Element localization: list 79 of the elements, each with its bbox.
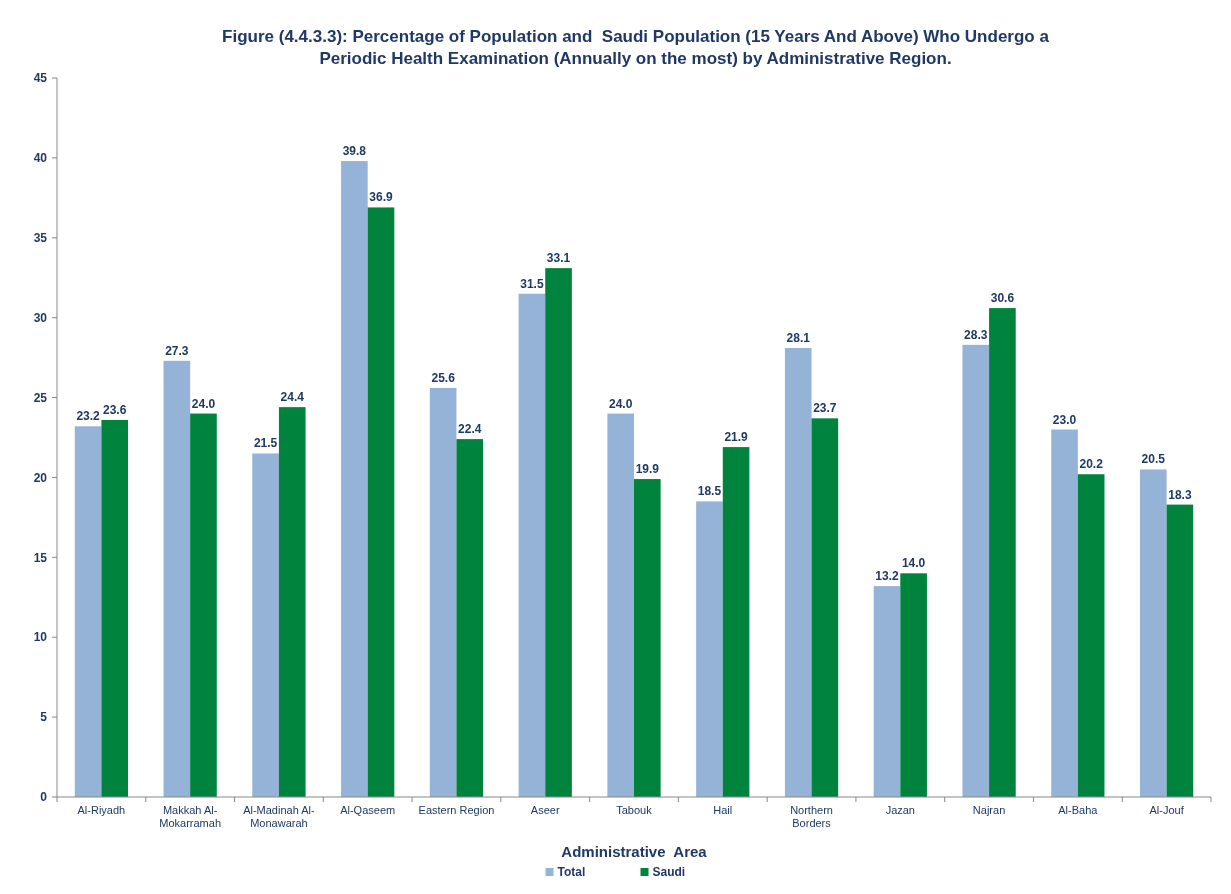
bar [784, 348, 812, 797]
bar [341, 161, 368, 797]
y-tick-label: 10 [33, 630, 48, 645]
data-label: 21.5 [253, 436, 278, 451]
bar [1077, 474, 1105, 797]
x-tick-label: Najran [972, 804, 1006, 816]
y-tick-label: 45 [33, 71, 48, 86]
bar [278, 407, 306, 797]
legend-label: Saudi [652, 865, 686, 879]
data-label: 27.3 [165, 343, 189, 358]
bar [163, 360, 191, 797]
x-tick-label: Northern Borders [790, 804, 833, 829]
x-tick-label: Eastern Region [418, 804, 495, 816]
x-tick-label: Jazan [885, 804, 915, 816]
data-label: 13.2 [875, 569, 899, 584]
bar [989, 308, 1016, 797]
data-label: 23.7 [813, 401, 837, 416]
bar [722, 447, 750, 797]
bar [900, 573, 927, 797]
y-tick-label: 15 [33, 550, 48, 565]
y-tick-label: 30 [33, 310, 48, 325]
data-label: 31.5 [520, 276, 544, 291]
bar [811, 418, 839, 797]
data-label: 20.2 [1079, 457, 1104, 472]
x-axis-title: Administrative Area [561, 843, 708, 860]
y-tick-label: 20 [33, 470, 48, 485]
bar [696, 501, 723, 797]
data-label: 24.0 [609, 396, 633, 411]
data-label: 22.4 [458, 422, 482, 437]
x-tick-label: Al-Madinah Al-Monawarah [243, 804, 316, 829]
data-label: 39.8 [342, 144, 367, 159]
x-tick-label: Al-Baha [1058, 804, 1099, 816]
chart-title: Figure (4.4.3.3): Percentage of Population and Saudi Population (15 Years And Above) Who Undergo a Periodic Health Examination (Annually on the most) by Administrative Region. [222, 27, 1050, 68]
data-label: 28.3 [964, 327, 988, 342]
bar [545, 268, 572, 797]
bar [456, 439, 484, 797]
data-label: 25.6 [431, 370, 456, 385]
data-label: 21.9 [724, 430, 749, 445]
y-tick-label: 40 [33, 151, 48, 166]
bar [634, 479, 661, 797]
bar [962, 344, 990, 797]
data-label: 30.6 [990, 291, 1015, 306]
data-label: 33.1 [546, 251, 571, 266]
bar [1139, 469, 1167, 797]
bar [252, 453, 279, 797]
x-tick-label: Makkah Al-Mokarramah [159, 804, 222, 829]
data-label: 36.9 [369, 190, 394, 205]
data-label: 28.1 [786, 331, 811, 346]
bar [367, 207, 395, 797]
bar [429, 387, 457, 797]
data-label: 24.4 [280, 390, 305, 405]
data-label: 23.2 [76, 409, 101, 424]
legend-label: Total [557, 865, 586, 879]
bar [518, 293, 546, 797]
bar [74, 426, 102, 797]
data-label: 20.5 [1141, 452, 1166, 467]
x-tick-label: Aseer [530, 804, 560, 816]
x-tick-label: Al-Qaseem [340, 804, 396, 816]
bar [1166, 504, 1194, 797]
data-label: 23.6 [103, 402, 127, 417]
y-tick-label: 35 [33, 230, 48, 245]
data-label: 19.9 [635, 462, 660, 477]
bar [101, 419, 129, 797]
data-label: 23.0 [1052, 412, 1077, 427]
bar [873, 586, 901, 797]
data-label: 18.3 [1168, 487, 1192, 502]
bar [190, 413, 217, 797]
x-tick-label: Tabouk [616, 804, 653, 816]
data-label: 18.5 [697, 484, 722, 499]
data-label: 24.0 [191, 396, 216, 411]
y-tick-label: 25 [33, 390, 48, 405]
bar [1051, 429, 1078, 797]
y-tick-label: 5 [40, 710, 48, 725]
bar [607, 413, 634, 797]
y-tick-label: 0 [40, 790, 48, 805]
x-tick-label: Al-Jouf [1149, 804, 1185, 816]
data-label: 14.0 [901, 556, 926, 571]
x-tick-label: Hail [713, 804, 733, 816]
x-tick-label: Al-Riyadh [77, 804, 126, 816]
